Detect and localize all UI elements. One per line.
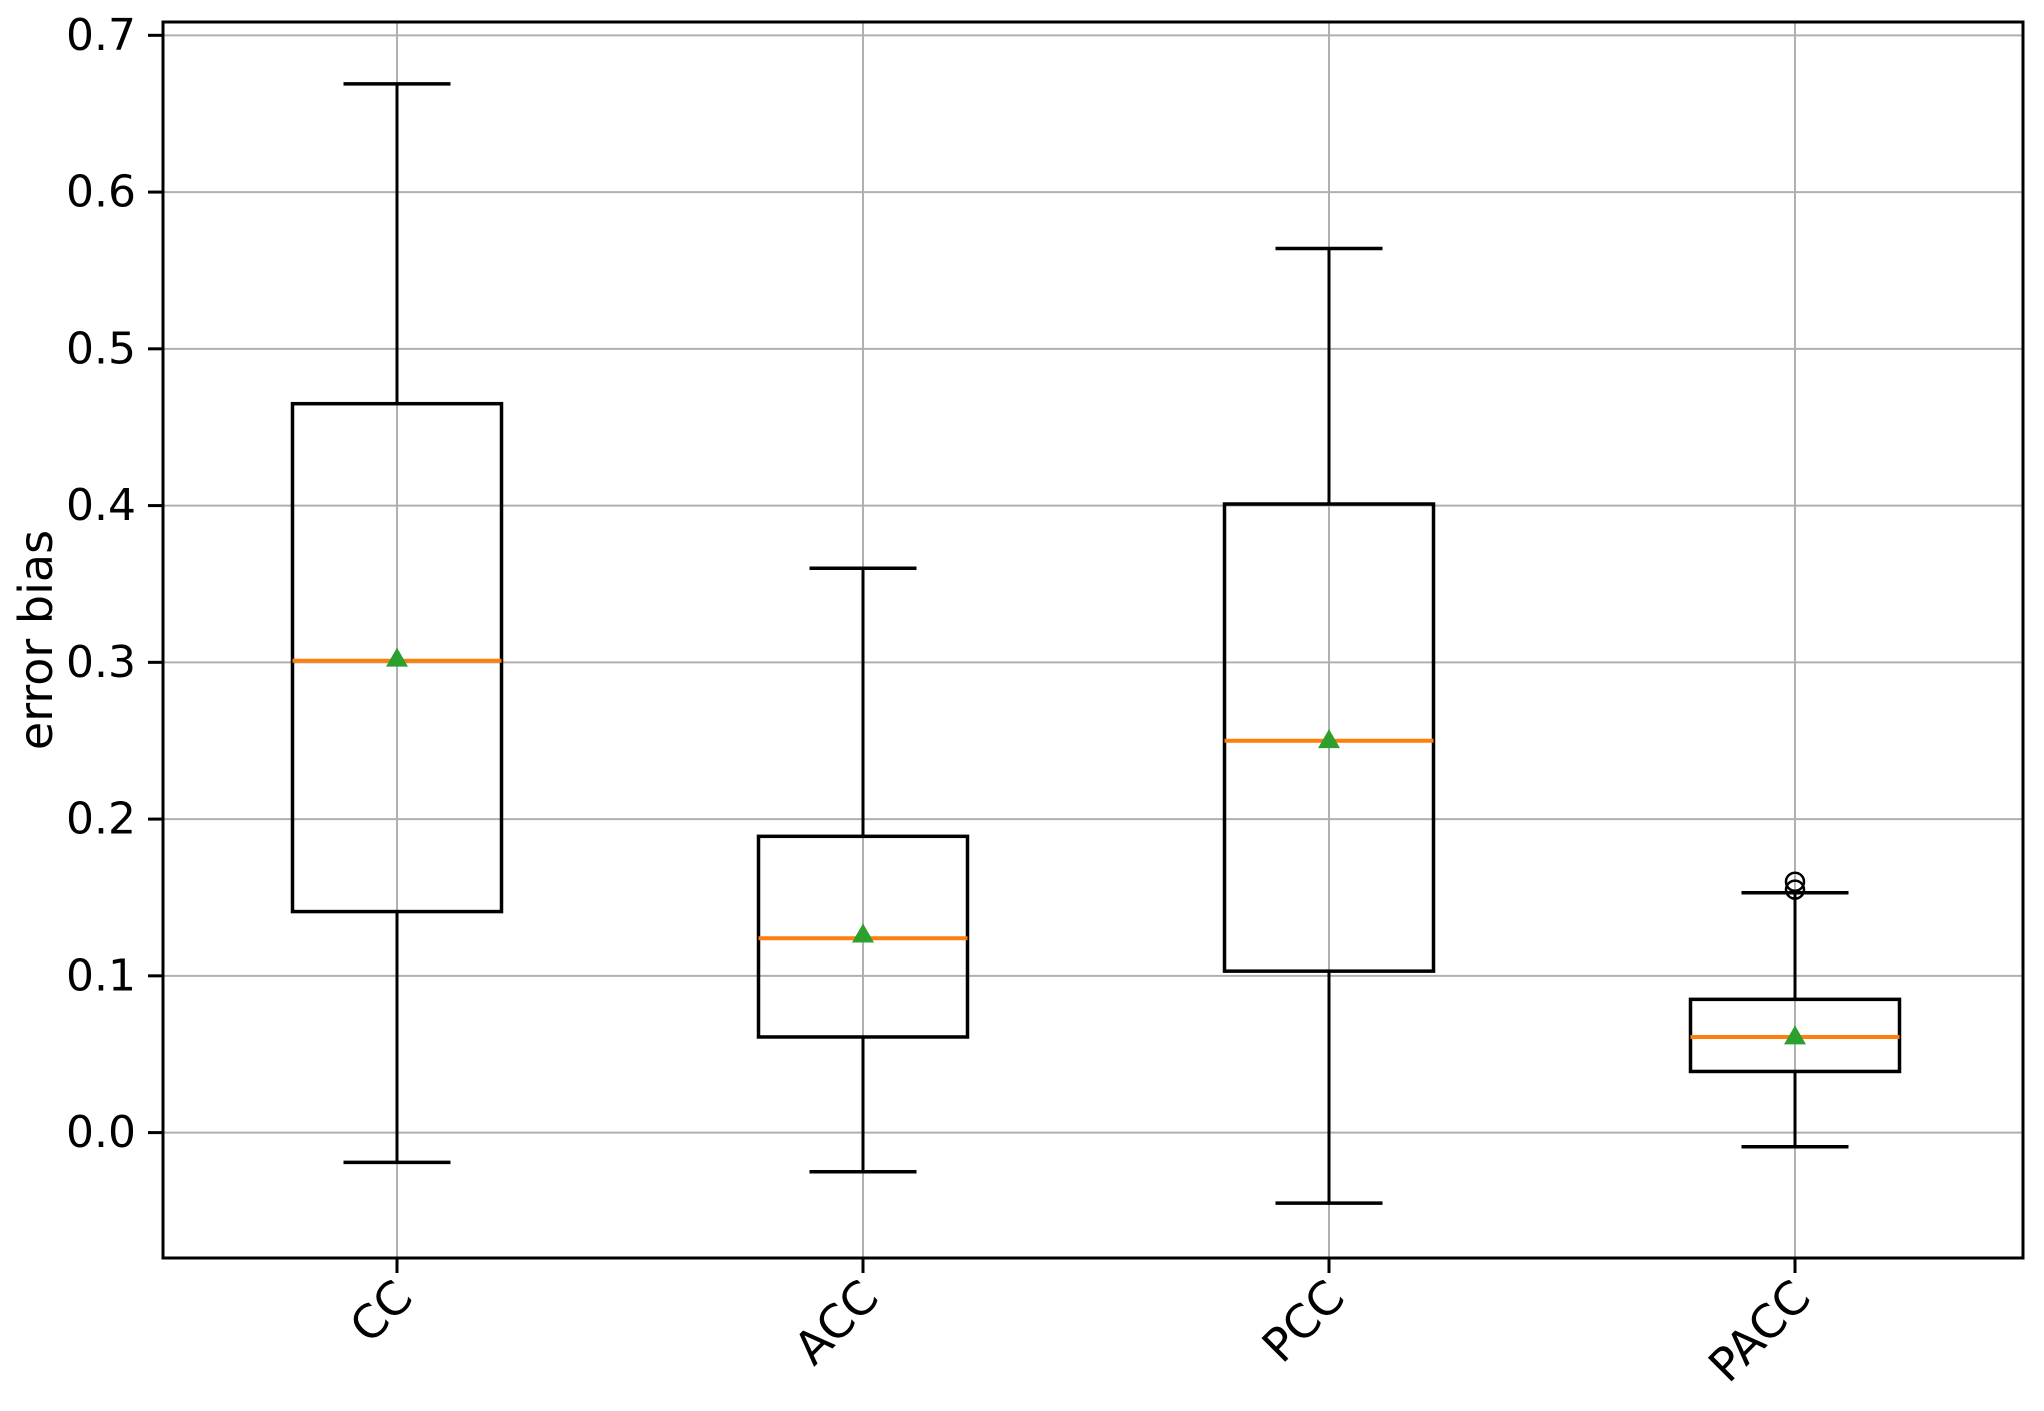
x-tick-label-PCC: PCC <box>1252 1270 1355 1373</box>
plot-area: 0.0 0.1 0.2 0.3 0.4 0.5 0.6 0.7 CC ACC PCC PACC <box>66 10 2025 1393</box>
box-CC <box>290 401 504 914</box>
mean-marker-ACC <box>852 923 874 943</box>
y-tick-label-0.2: 0.2 <box>66 794 136 845</box>
box-PCC <box>1222 502 1436 973</box>
mean-marker-CC <box>386 647 408 667</box>
y-axis-label: error bias <box>9 530 63 750</box>
y-tick-label-0.3: 0.3 <box>66 637 136 688</box>
y-tick-label-0.1: 0.1 <box>66 950 136 1001</box>
axes-spines <box>161 20 2025 1260</box>
flier-PACC-1 <box>1784 871 1806 893</box>
y-tick-label-0.5: 0.5 <box>66 323 136 374</box>
flier-PACC-0 <box>1784 879 1806 900</box>
y-tick-label-0.0: 0.0 <box>66 1107 136 1158</box>
x-tick-label-ACC: ACC <box>783 1270 888 1375</box>
y-tick-label-0.7: 0.7 <box>66 10 136 61</box>
mean-marker-PCC <box>1318 729 1340 749</box>
y-tick-label-0.6: 0.6 <box>66 167 136 218</box>
y-tick-label-0.4: 0.4 <box>66 480 136 531</box>
mean-marker-PACC <box>1784 1025 1806 1045</box>
x-tick-label-CC: CC <box>339 1270 423 1354</box>
x-tick-label-PACC: PACC <box>1698 1270 1821 1393</box>
